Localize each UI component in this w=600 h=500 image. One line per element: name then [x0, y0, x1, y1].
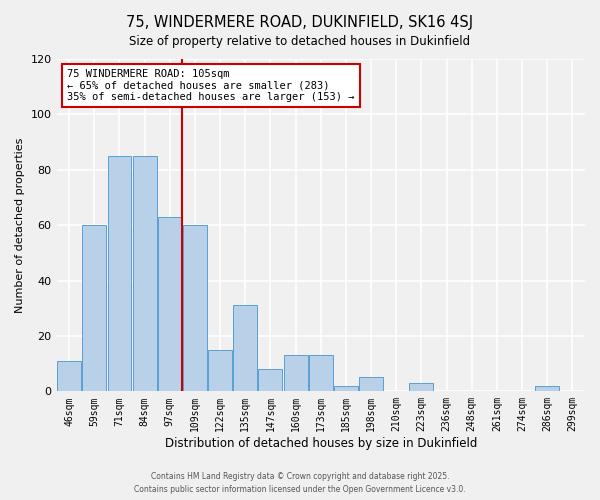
Bar — [535, 386, 559, 392]
Bar — [359, 378, 383, 392]
Bar — [183, 225, 207, 392]
Bar — [233, 306, 257, 392]
Bar — [284, 356, 308, 392]
Bar — [107, 156, 131, 392]
Text: 75 WINDERMERE ROAD: 105sqm
← 65% of detached houses are smaller (283)
35% of sem: 75 WINDERMERE ROAD: 105sqm ← 65% of deta… — [67, 69, 355, 102]
Bar — [82, 225, 106, 392]
Y-axis label: Number of detached properties: Number of detached properties — [15, 138, 25, 313]
Text: Contains HM Land Registry data © Crown copyright and database right 2025.
Contai: Contains HM Land Registry data © Crown c… — [134, 472, 466, 494]
Bar — [309, 356, 333, 392]
Text: Size of property relative to detached houses in Dukinfield: Size of property relative to detached ho… — [130, 35, 470, 48]
Bar — [158, 217, 182, 392]
Bar — [334, 386, 358, 392]
Bar — [259, 369, 283, 392]
Bar — [57, 361, 81, 392]
Bar — [208, 350, 232, 392]
Bar — [133, 156, 157, 392]
Text: 75, WINDERMERE ROAD, DUKINFIELD, SK16 4SJ: 75, WINDERMERE ROAD, DUKINFIELD, SK16 4S… — [127, 15, 473, 30]
Bar — [409, 383, 433, 392]
X-axis label: Distribution of detached houses by size in Dukinfield: Distribution of detached houses by size … — [164, 437, 477, 450]
